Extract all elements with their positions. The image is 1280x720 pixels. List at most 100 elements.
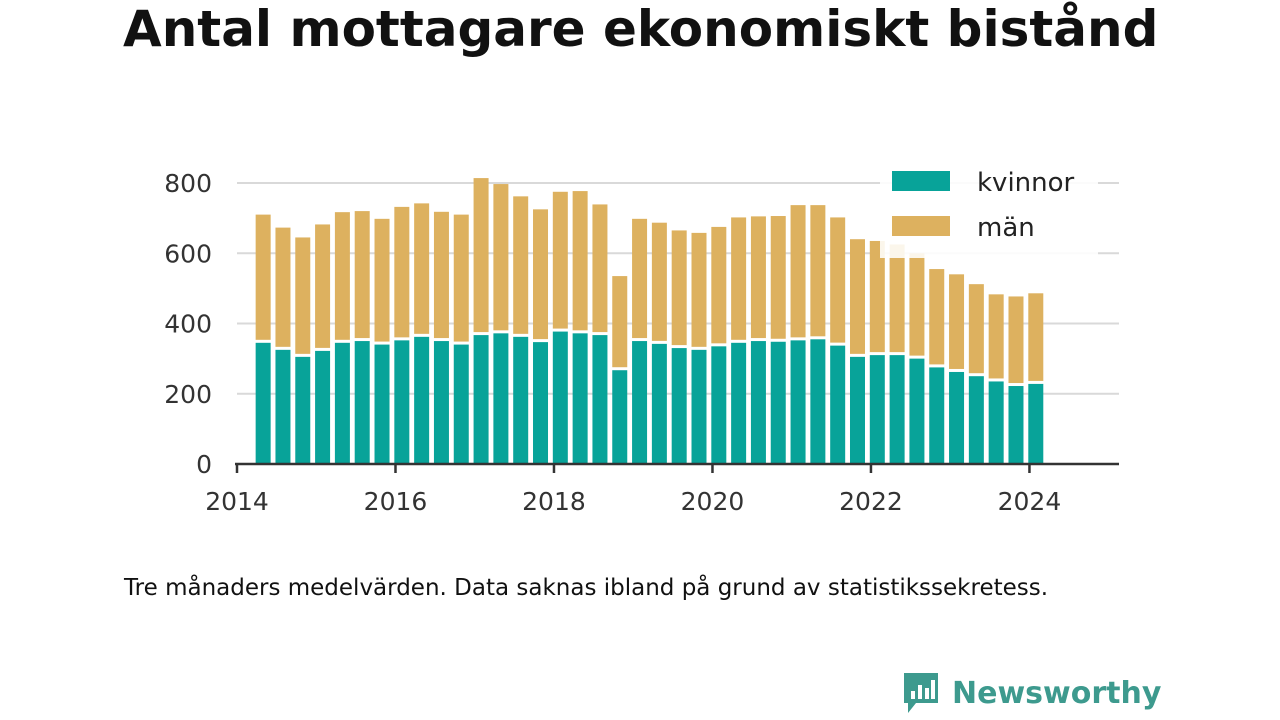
chart-title: Antal mottagare ekonomiskt bistånd <box>123 0 1159 58</box>
bar-man <box>810 205 826 337</box>
bar-kvinnor <box>334 342 350 464</box>
footnote: Tre månaders medelvärden. Data saknas ib… <box>124 575 1049 601</box>
bar-kvinnor <box>552 331 568 464</box>
legend-label-kvinnor: kvinnor <box>977 168 1075 198</box>
x-tick-label: 2020 <box>681 487 745 516</box>
bar-kvinnor <box>354 341 370 464</box>
bar-kvinnor <box>315 350 331 464</box>
bar-man <box>414 203 430 334</box>
bar-kvinnor <box>929 367 945 464</box>
bar-kvinnor <box>889 355 905 464</box>
bar-kvinnor <box>612 370 628 464</box>
legend-label-man: män <box>977 213 1035 243</box>
bar-kvinnor <box>790 340 806 464</box>
bar-man <box>849 239 865 354</box>
bar-man <box>334 212 350 340</box>
bar-kvinnor <box>295 356 311 464</box>
bar-kvinnor <box>671 348 687 464</box>
bar-kvinnor <box>533 342 549 464</box>
bar-kvinnor <box>255 342 271 464</box>
bar-man <box>533 209 549 340</box>
bar-man <box>731 217 747 340</box>
x-axis-tick-labels: 2014 2016 2018 2020 2022 2024 <box>205 487 1061 516</box>
bar-man <box>493 184 509 331</box>
bar-kvinnor <box>711 346 727 464</box>
bar-man <box>711 226 727 344</box>
bar-kvinnor <box>869 355 885 464</box>
bar-man <box>671 230 687 346</box>
bars-group <box>255 178 1044 464</box>
legend-swatch-man <box>892 216 950 236</box>
x-tick-label: 2014 <box>205 487 269 516</box>
x-tick-label: 2016 <box>364 487 428 516</box>
bar-man <box>315 224 331 348</box>
bar-man <box>929 269 945 365</box>
bar-man <box>255 214 271 340</box>
y-tick-label: 400 <box>164 310 212 339</box>
x-tick-label: 2018 <box>522 487 586 516</box>
bar-kvinnor <box>632 341 648 464</box>
bar-man <box>295 237 311 354</box>
bar-man <box>1008 296 1024 384</box>
bar-kvinnor <box>493 333 509 464</box>
bar-kvinnor <box>394 340 410 464</box>
bar-man <box>790 205 806 338</box>
bar-kvinnor <box>572 333 588 464</box>
bar-man <box>750 216 766 339</box>
bar-kvinnor <box>453 344 469 464</box>
bar-man <box>988 294 1004 379</box>
bar-man <box>651 222 667 341</box>
brand-name: Newsworthy <box>952 675 1162 711</box>
bar-kvinnor <box>909 358 925 464</box>
bar-man <box>513 196 529 334</box>
bar-man <box>433 211 449 339</box>
legend: kvinnor män <box>880 158 1098 258</box>
bar-kvinnor <box>592 335 608 464</box>
bar-man <box>691 232 707 347</box>
bar-kvinnor <box>770 341 786 464</box>
bar-kvinnor <box>374 344 390 464</box>
bar-man <box>612 276 628 368</box>
newsworthy-logo-icon <box>904 673 938 713</box>
bar-man <box>552 191 568 329</box>
legend-swatch-kvinnor <box>892 171 950 191</box>
bar-kvinnor <box>1008 386 1024 464</box>
bar-kvinnor <box>968 376 984 464</box>
bar-man <box>770 216 786 339</box>
x-axis <box>235 462 1119 473</box>
bar-kvinnor <box>473 335 489 464</box>
bar-man <box>453 214 469 342</box>
y-tick-label: 800 <box>164 169 212 198</box>
bar-man <box>909 253 925 356</box>
bar-man <box>473 178 489 333</box>
bar-man <box>394 206 410 338</box>
bar-kvinnor <box>810 339 826 464</box>
bar-man <box>889 244 905 353</box>
bar-man <box>632 218 648 339</box>
bar-kvinnor <box>830 345 846 464</box>
y-tick-label: 0 <box>196 450 212 479</box>
brand-logo[interactable]: Newsworthy <box>900 668 1161 718</box>
bar-man <box>592 204 608 333</box>
bar-kvinnor <box>731 342 747 464</box>
bar-man <box>949 274 965 369</box>
bar-man <box>374 218 390 342</box>
bar-man <box>1028 293 1044 381</box>
stacked-bar-chart: 0 200 400 600 800 2014 2016 2018 2020 2022 2024 k… <box>164 158 1119 516</box>
bar-kvinnor <box>275 349 291 464</box>
bar-kvinnor <box>691 349 707 464</box>
bar-kvinnor <box>433 341 449 464</box>
bar-man <box>830 217 846 343</box>
bar-kvinnor <box>988 381 1004 464</box>
bar-kvinnor <box>849 356 865 464</box>
x-tick-label: 2022 <box>839 487 903 516</box>
bar-man <box>275 227 291 347</box>
bar-kvinnor <box>651 343 667 464</box>
y-tick-label: 600 <box>164 239 212 268</box>
x-tick-label: 2024 <box>998 487 1062 516</box>
bar-kvinnor <box>414 336 430 464</box>
y-tick-label: 200 <box>164 380 212 409</box>
bar-kvinnor <box>513 336 529 464</box>
y-axis-tick-labels: 0 200 400 600 800 <box>164 169 212 479</box>
bar-man <box>572 191 588 331</box>
